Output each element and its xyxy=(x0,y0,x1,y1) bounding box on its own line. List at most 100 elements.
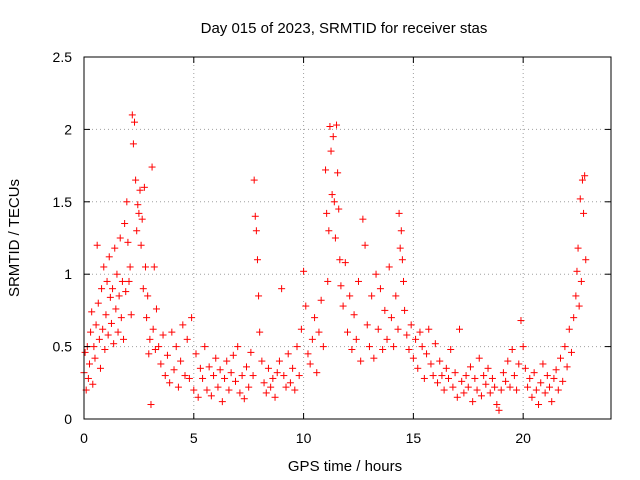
data-point xyxy=(339,302,347,310)
data-point xyxy=(414,364,422,372)
data-point xyxy=(416,328,424,336)
data-point xyxy=(477,392,485,400)
data-point xyxy=(434,379,442,387)
data-point xyxy=(174,383,182,391)
data-point xyxy=(495,406,503,414)
data-point xyxy=(315,328,323,336)
data-point xyxy=(212,354,220,362)
data-point xyxy=(107,319,115,327)
data-point xyxy=(330,198,338,206)
data-point xyxy=(308,335,316,343)
data-point xyxy=(101,345,109,353)
data-point xyxy=(251,212,259,220)
data-point xyxy=(319,343,327,351)
data-point xyxy=(397,227,405,235)
data-point xyxy=(295,372,303,380)
data-point xyxy=(129,140,137,148)
data-point xyxy=(519,343,527,351)
data-point xyxy=(323,209,331,217)
data-point xyxy=(575,302,583,310)
data-point xyxy=(110,340,118,348)
data-point xyxy=(556,354,564,362)
data-point xyxy=(117,314,125,322)
data-point xyxy=(297,325,305,333)
data-point xyxy=(499,369,507,377)
data-point xyxy=(168,328,176,336)
data-point xyxy=(225,386,233,394)
data-point xyxy=(383,335,391,343)
data-point xyxy=(440,386,448,394)
data-point xyxy=(126,263,134,271)
data-point xyxy=(194,393,202,401)
data-point xyxy=(420,374,428,382)
data-point xyxy=(580,209,588,217)
data-point xyxy=(398,256,406,264)
data-point xyxy=(438,372,446,380)
x-tick-label: 5 xyxy=(190,430,198,446)
data-point xyxy=(578,176,586,184)
data-point xyxy=(570,314,578,322)
data-point xyxy=(530,369,538,377)
data-point xyxy=(172,343,180,351)
data-point xyxy=(344,328,351,336)
data-point xyxy=(238,372,246,380)
data-point xyxy=(396,244,404,252)
data-point xyxy=(150,263,158,271)
data-point xyxy=(460,389,468,397)
data-point xyxy=(132,176,140,184)
data-point xyxy=(183,335,191,343)
data-point xyxy=(425,325,433,333)
data-point xyxy=(88,308,96,316)
data-point xyxy=(532,386,540,394)
data-point xyxy=(506,383,514,391)
data-point xyxy=(137,241,145,249)
data-point xyxy=(561,343,569,351)
data-point xyxy=(515,360,523,368)
data-point xyxy=(92,321,100,329)
data-point xyxy=(471,374,479,382)
data-point xyxy=(427,360,435,368)
x-tick-label: 15 xyxy=(406,430,422,446)
data-point xyxy=(199,374,207,382)
data-point xyxy=(350,311,358,319)
data-point xyxy=(401,306,409,314)
data-point xyxy=(89,380,97,388)
data-point xyxy=(493,401,501,409)
data-point xyxy=(123,198,131,206)
data-point xyxy=(385,263,393,271)
data-point xyxy=(394,325,402,333)
data-point xyxy=(546,383,554,391)
data-point xyxy=(365,343,373,351)
data-point xyxy=(572,292,580,300)
data-point xyxy=(521,364,529,372)
data-point xyxy=(102,311,110,319)
data-point xyxy=(155,343,163,351)
data-point xyxy=(236,389,244,397)
data-point xyxy=(144,292,152,300)
data-point xyxy=(201,343,209,351)
data-point xyxy=(403,331,411,339)
data-point xyxy=(232,377,240,385)
data-point xyxy=(280,372,288,380)
data-point xyxy=(125,277,133,285)
data-point xyxy=(302,302,310,310)
x-tick-label: 0 xyxy=(80,430,88,446)
y-tick-label: 1 xyxy=(64,266,72,282)
data-point xyxy=(491,383,499,391)
data-point xyxy=(207,392,215,400)
data-point xyxy=(284,350,292,358)
data-point xyxy=(111,244,119,252)
data-point xyxy=(554,386,562,394)
data-point xyxy=(293,343,301,351)
data-point xyxy=(325,227,333,235)
data-point xyxy=(541,389,549,397)
data-point xyxy=(157,360,165,368)
data-point xyxy=(473,386,481,394)
data-point xyxy=(423,350,431,358)
data-point xyxy=(390,343,398,351)
data-point xyxy=(497,386,505,394)
data-point xyxy=(352,335,360,343)
data-point xyxy=(482,380,490,388)
data-point xyxy=(269,374,277,382)
data-point xyxy=(192,350,200,358)
